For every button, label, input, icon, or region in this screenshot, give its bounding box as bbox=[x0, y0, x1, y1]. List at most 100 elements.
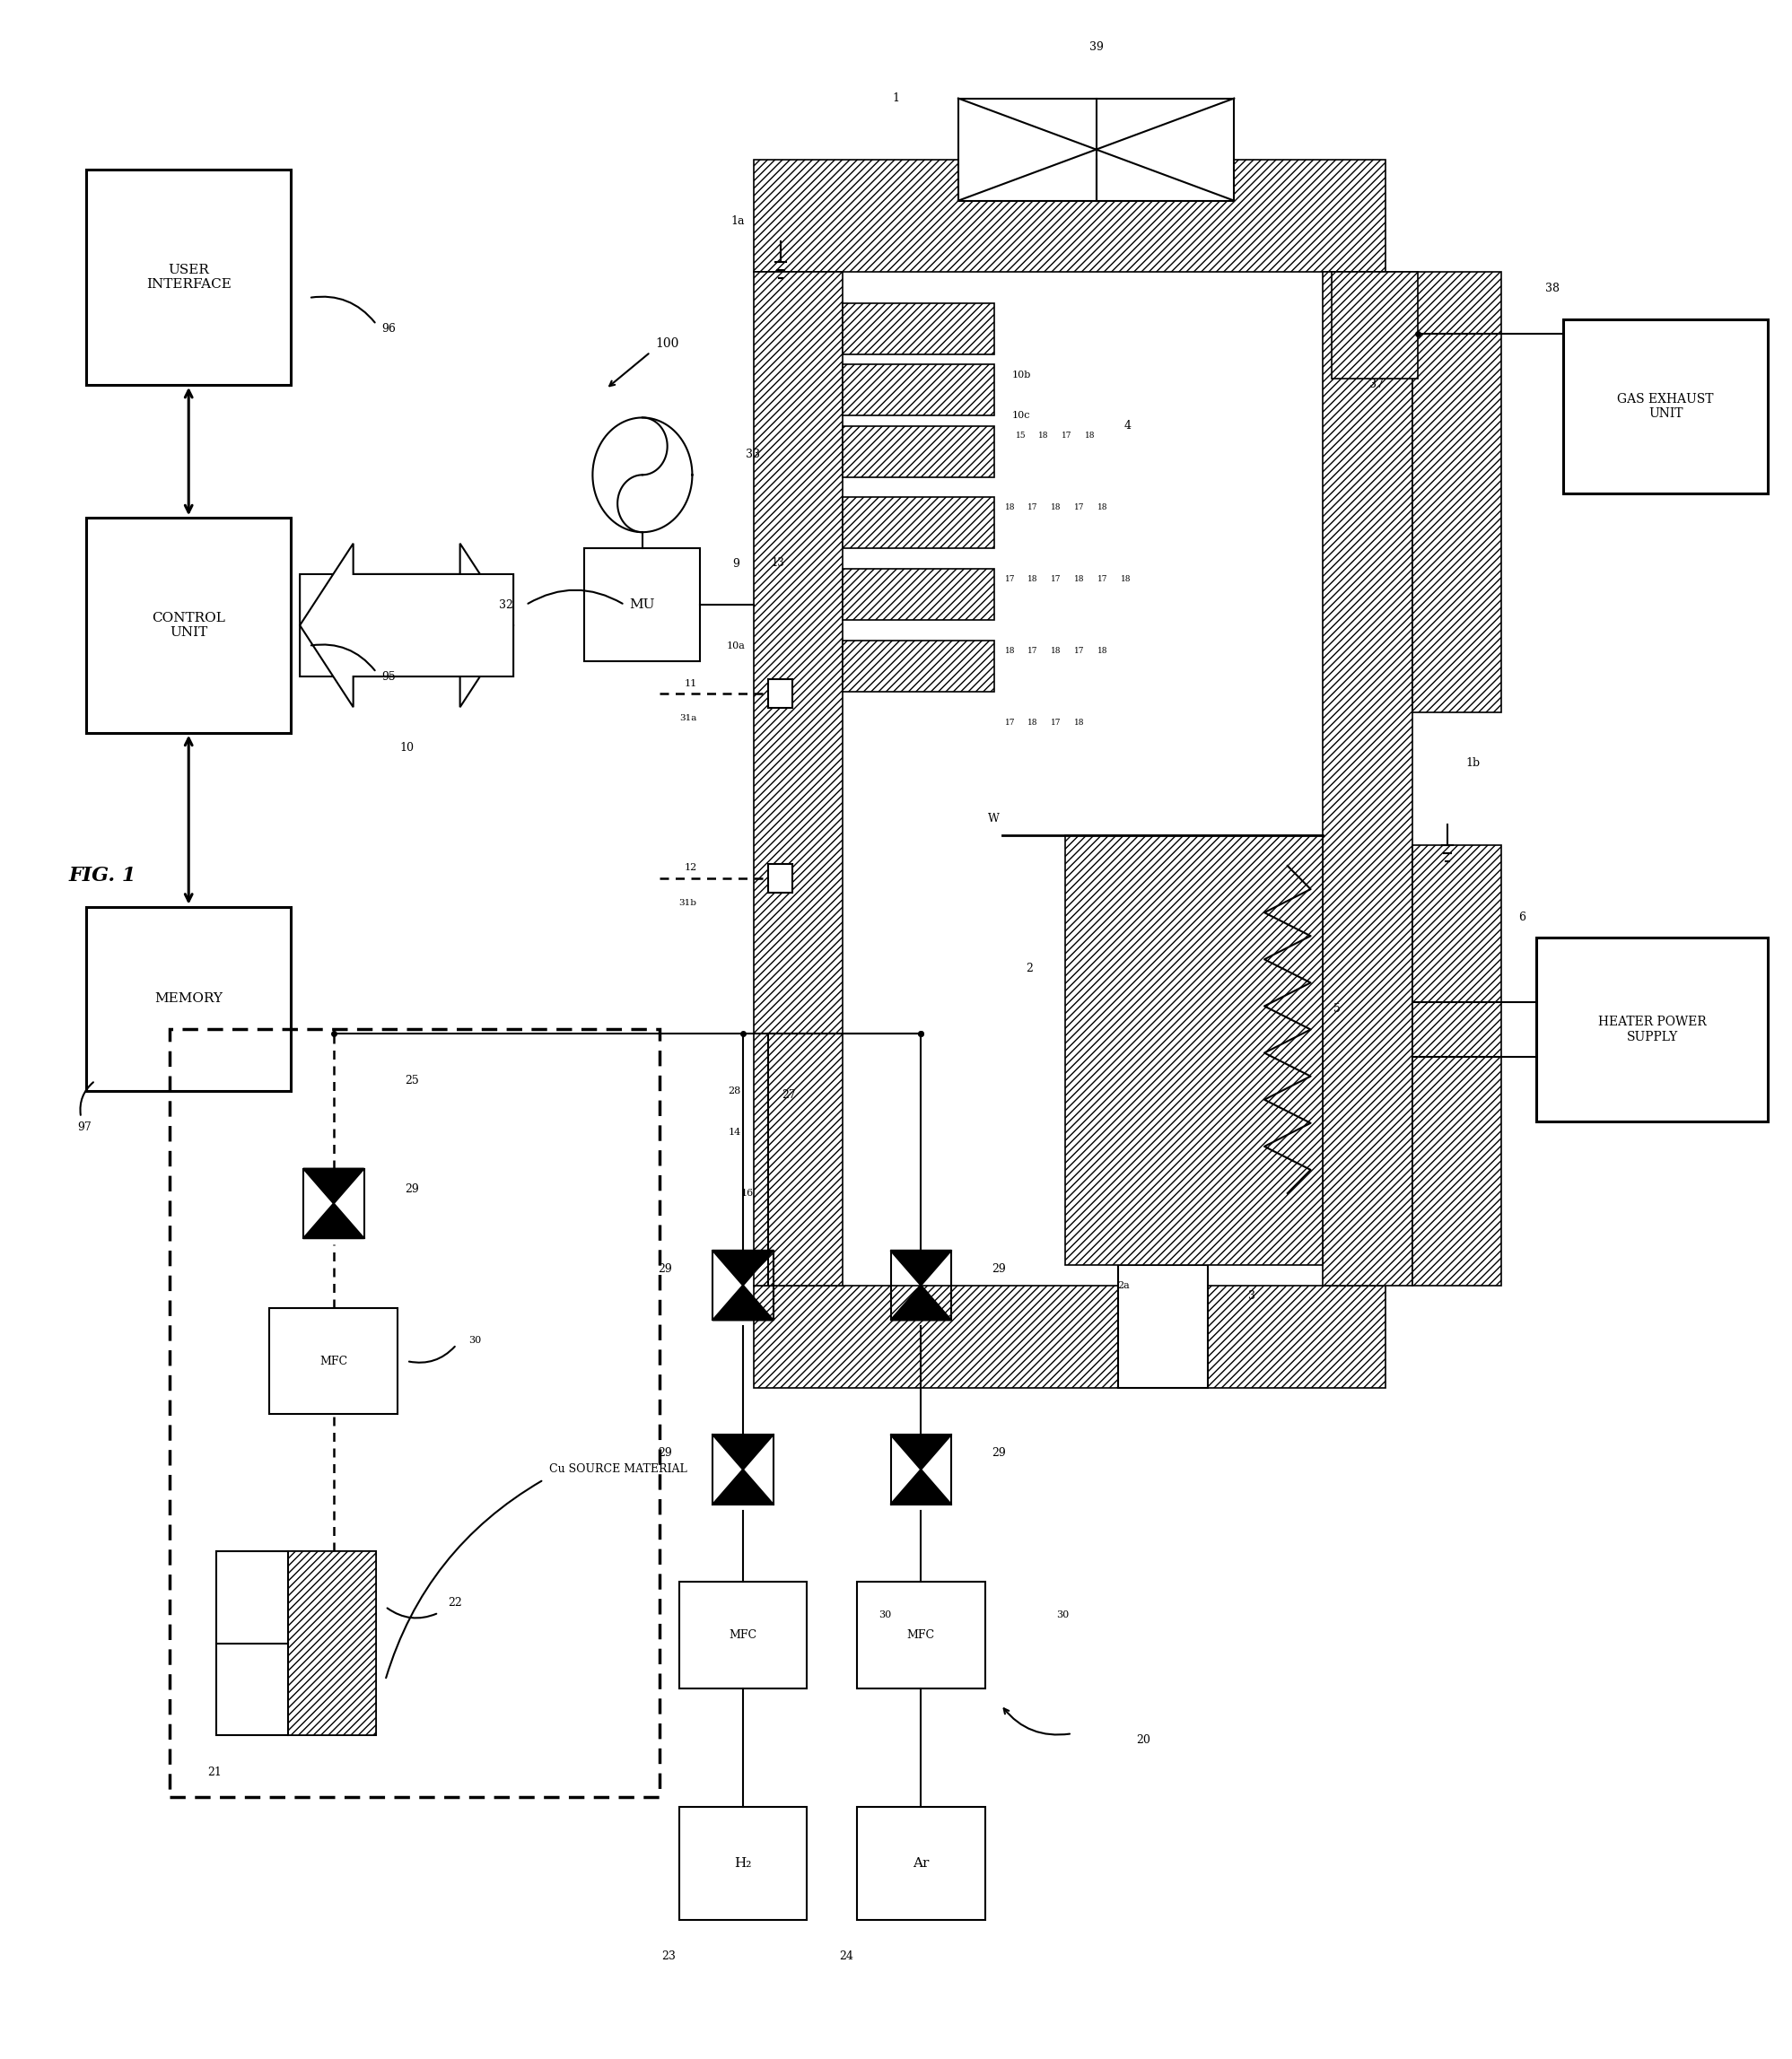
Text: 15: 15 bbox=[1016, 432, 1025, 441]
Text: 10a: 10a bbox=[726, 640, 745, 651]
Bar bbox=[842, 303, 995, 354]
Text: 1a: 1a bbox=[731, 216, 745, 226]
Bar bbox=[754, 161, 1385, 272]
Polygon shape bbox=[303, 1170, 364, 1202]
Text: 18: 18 bbox=[1073, 719, 1084, 727]
Polygon shape bbox=[891, 1470, 952, 1505]
Text: 95: 95 bbox=[382, 671, 396, 682]
Text: 2a: 2a bbox=[1118, 1281, 1131, 1289]
Text: 14: 14 bbox=[728, 1128, 742, 1137]
Text: 30: 30 bbox=[470, 1336, 482, 1345]
Text: 39: 39 bbox=[1090, 41, 1104, 54]
Bar bbox=[1322, 272, 1412, 1285]
Bar bbox=[754, 1285, 1385, 1388]
Text: 29: 29 bbox=[405, 1184, 419, 1194]
Text: 10: 10 bbox=[400, 741, 414, 754]
Text: 18: 18 bbox=[1050, 504, 1061, 513]
Text: 18: 18 bbox=[1084, 432, 1095, 441]
Text: 18: 18 bbox=[1029, 719, 1038, 727]
Text: MFC: MFC bbox=[907, 1629, 935, 1641]
Text: 32: 32 bbox=[500, 599, 513, 612]
Text: GAS EXHAUST
UNIT: GAS EXHAUST UNIT bbox=[1618, 393, 1713, 420]
Bar bbox=[217, 1550, 376, 1736]
Text: Cu SOURCE MATERIAL: Cu SOURCE MATERIAL bbox=[548, 1464, 686, 1476]
Text: 21: 21 bbox=[208, 1767, 222, 1779]
Polygon shape bbox=[891, 1250, 952, 1285]
Text: 30: 30 bbox=[878, 1610, 891, 1618]
Text: 17: 17 bbox=[1050, 574, 1061, 583]
Text: 6: 6 bbox=[1520, 912, 1527, 922]
Text: 12: 12 bbox=[685, 863, 697, 873]
Text: 27: 27 bbox=[781, 1089, 796, 1102]
Text: HEATER POWER
SUPPLY: HEATER POWER SUPPLY bbox=[1598, 1015, 1706, 1044]
Text: Ar: Ar bbox=[912, 1857, 930, 1870]
Bar bbox=[269, 1307, 398, 1415]
Text: 2: 2 bbox=[1027, 962, 1032, 974]
Bar bbox=[857, 1808, 986, 1919]
Text: 16: 16 bbox=[740, 1188, 754, 1198]
Text: 17: 17 bbox=[1073, 647, 1084, 655]
Text: 17: 17 bbox=[1050, 719, 1061, 727]
Text: 29: 29 bbox=[658, 1262, 672, 1275]
Bar bbox=[1412, 846, 1502, 1285]
Bar bbox=[1064, 836, 1322, 1264]
Text: 18: 18 bbox=[1029, 574, 1038, 583]
Bar bbox=[1563, 319, 1769, 494]
Bar bbox=[842, 568, 995, 620]
Bar bbox=[86, 171, 290, 385]
Text: CONTROL
UNIT: CONTROL UNIT bbox=[152, 612, 226, 638]
Polygon shape bbox=[891, 1285, 952, 1320]
Text: 5: 5 bbox=[1333, 1003, 1340, 1015]
Text: 17: 17 bbox=[1073, 504, 1084, 513]
Text: 17: 17 bbox=[1005, 574, 1014, 583]
Text: 31a: 31a bbox=[679, 714, 697, 723]
Bar bbox=[754, 272, 842, 1285]
Text: MFC: MFC bbox=[319, 1355, 348, 1367]
Text: 18: 18 bbox=[1005, 647, 1014, 655]
Text: 29: 29 bbox=[993, 1262, 1007, 1275]
Bar bbox=[679, 1581, 806, 1688]
Text: 22: 22 bbox=[448, 1596, 462, 1608]
Text: 33: 33 bbox=[745, 449, 760, 461]
Text: 28: 28 bbox=[728, 1087, 742, 1095]
Text: MU: MU bbox=[629, 599, 656, 612]
Bar bbox=[289, 1550, 376, 1736]
Polygon shape bbox=[713, 1285, 772, 1320]
Text: 10b: 10b bbox=[1012, 371, 1030, 379]
Text: 24: 24 bbox=[839, 1950, 853, 1962]
Text: 30: 30 bbox=[1055, 1610, 1070, 1618]
Text: 96: 96 bbox=[382, 323, 396, 334]
Bar bbox=[842, 364, 995, 416]
Text: 4: 4 bbox=[1124, 420, 1131, 432]
Text: 17: 17 bbox=[1029, 647, 1038, 655]
Polygon shape bbox=[713, 1250, 772, 1285]
Text: 9: 9 bbox=[733, 558, 740, 570]
Text: 18: 18 bbox=[1005, 504, 1014, 513]
Polygon shape bbox=[303, 1202, 364, 1237]
Text: MEMORY: MEMORY bbox=[154, 992, 222, 1005]
Text: FIG. 1: FIG. 1 bbox=[68, 867, 136, 885]
Text: 17: 17 bbox=[1029, 504, 1038, 513]
Bar bbox=[86, 906, 290, 1091]
Text: 18: 18 bbox=[1050, 647, 1061, 655]
Polygon shape bbox=[299, 544, 513, 706]
Text: 10c: 10c bbox=[1012, 412, 1030, 420]
Text: 38: 38 bbox=[1545, 282, 1559, 294]
Text: H₂: H₂ bbox=[735, 1857, 751, 1870]
Bar bbox=[679, 1808, 806, 1919]
Text: 1b: 1b bbox=[1466, 758, 1480, 770]
Bar bbox=[857, 1581, 986, 1688]
Text: W: W bbox=[987, 813, 1000, 824]
Polygon shape bbox=[299, 544, 513, 706]
Text: 18: 18 bbox=[1097, 504, 1107, 513]
Bar bbox=[86, 519, 290, 733]
Text: 18: 18 bbox=[1097, 647, 1107, 655]
Text: 11: 11 bbox=[685, 679, 697, 688]
Polygon shape bbox=[713, 1435, 772, 1470]
Text: 20: 20 bbox=[1136, 1734, 1150, 1746]
Bar bbox=[1331, 272, 1417, 379]
Text: 25: 25 bbox=[405, 1075, 419, 1087]
Bar bbox=[842, 498, 995, 548]
Text: 1: 1 bbox=[892, 93, 900, 105]
Text: USER
INTERFACE: USER INTERFACE bbox=[147, 264, 231, 290]
